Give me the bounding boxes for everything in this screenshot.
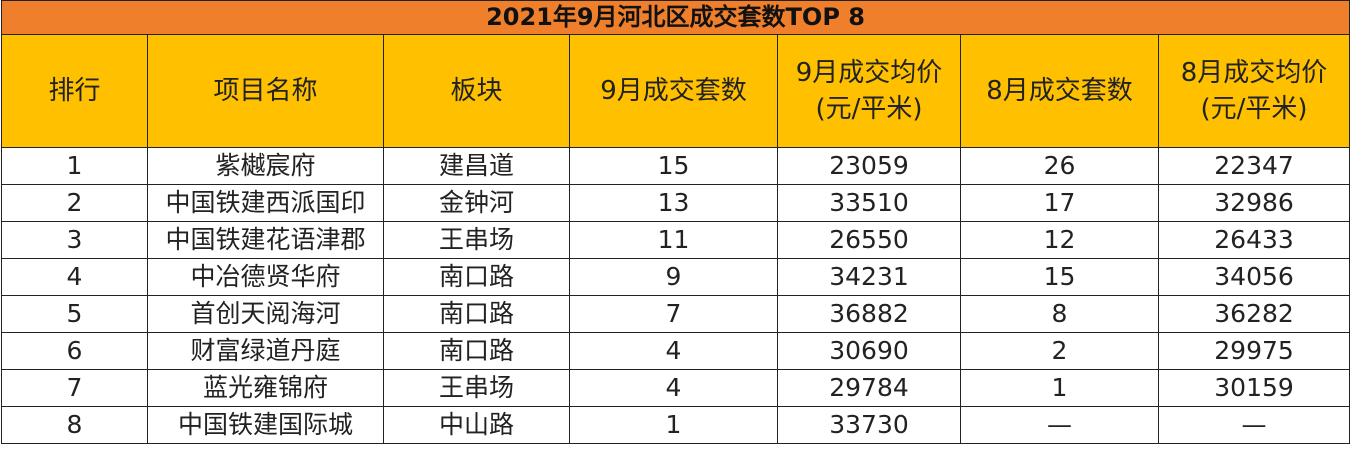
cell-aug-units: 15	[960, 258, 1159, 296]
cell-rank: 6	[1, 332, 148, 370]
cell-project: 中国铁建国际城	[147, 406, 384, 444]
table-row: 3 中国铁建花语津郡 王串场 11 26550 12 26433	[1, 221, 1350, 259]
cell-sep-units: 4	[569, 369, 778, 407]
table-body: 1 紫樾宸府 建昌道 15 23059 26 22347 2 中国铁建西派国印 …	[1, 147, 1350, 444]
cell-aug-price: 22347	[1157, 147, 1350, 185]
cell-sep-price: 33510	[777, 184, 961, 222]
title-row: 2021年9月河北区成交套数TOP 8	[0, 0, 1350, 35]
cell-aug-price: 32986	[1157, 184, 1350, 222]
cell-project: 首创天阅海河	[147, 295, 384, 333]
header-row: 排行 项目名称 板块 9月成交套数 9月成交均价 (元/平米) 8月成交套数 8…	[1, 34, 1350, 148]
table-title: 2021年9月河北区成交套数TOP 8	[0, 0, 1350, 35]
cell-project: 蓝光雍锦府	[147, 369, 384, 407]
header-sep-price: 9月成交均价 (元/平米)	[777, 34, 961, 148]
ranking-table: 2021年9月河北区成交套数TOP 8 排行 项目名称 板块 9月成交套数 9月…	[0, 0, 1350, 444]
cell-block: 南口路	[383, 258, 570, 296]
cell-aug-units: 1	[960, 369, 1159, 407]
header-aug-price: 8月成交均价 (元/平米)	[1157, 34, 1350, 148]
cell-project: 中国铁建花语津郡	[147, 221, 384, 259]
cell-aug-price: 26433	[1157, 221, 1350, 259]
table-row: 4 中冶德贤华府 南口路 9 34231 15 34056	[1, 258, 1350, 296]
cell-block: 王串场	[383, 369, 570, 407]
cell-block: 王串场	[383, 221, 570, 259]
cell-sep-units: 4	[569, 332, 778, 370]
header-sep-price-line2: (元/平米)	[815, 94, 923, 124]
table-row: 5 首创天阅海河 南口路 7 36882 8 36282	[1, 295, 1350, 333]
cell-block: 中山路	[383, 406, 570, 444]
header-aug-price-line2: (元/平米)	[1200, 94, 1308, 124]
cell-aug-price: 30159	[1157, 369, 1350, 407]
table-row: 6 财富绿道丹庭 南口路 4 30690 2 29975	[1, 332, 1350, 370]
table-row: 7 蓝光雍锦府 王串场 4 29784 1 30159	[1, 369, 1350, 407]
header-sep-units: 9月成交套数	[569, 34, 778, 148]
cell-block: 南口路	[383, 332, 570, 370]
table-row: 8 中国铁建国际城 中山路 1 33730 — —	[1, 406, 1350, 444]
cell-project: 紫樾宸府	[147, 147, 384, 185]
cell-rank: 5	[1, 295, 148, 333]
table-row: 2 中国铁建西派国印 金钟河 13 33510 17 32986	[1, 184, 1350, 222]
cell-project: 中国铁建西派国印	[147, 184, 384, 222]
cell-sep-units: 9	[569, 258, 778, 296]
cell-aug-price: 29975	[1157, 332, 1350, 370]
header-block: 板块	[383, 34, 570, 148]
cell-aug-units: 26	[960, 147, 1159, 185]
cell-aug-price: 34056	[1157, 258, 1350, 296]
cell-rank: 4	[1, 258, 148, 296]
cell-rank: 1	[1, 147, 148, 185]
cell-project: 中冶德贤华府	[147, 258, 384, 296]
cell-sep-units: 13	[569, 184, 778, 222]
cell-sep-units: 7	[569, 295, 778, 333]
cell-aug-price: 36282	[1157, 295, 1350, 333]
cell-sep-units: 11	[569, 221, 778, 259]
header-sep-price-line1: 9月成交均价	[795, 58, 943, 88]
cell-sep-price: 23059	[777, 147, 961, 185]
header-project: 项目名称	[147, 34, 384, 148]
cell-block: 金钟河	[383, 184, 570, 222]
cell-sep-price: 29784	[777, 369, 961, 407]
cell-sep-price: 34231	[777, 258, 961, 296]
header-aug-price-line1: 8月成交均价	[1180, 58, 1328, 88]
cell-block: 建昌道	[383, 147, 570, 185]
cell-rank: 8	[1, 406, 148, 444]
cell-rank: 3	[1, 221, 148, 259]
cell-sep-units: 1	[569, 406, 778, 444]
header-aug-units: 8月成交套数	[960, 34, 1159, 148]
cell-aug-units: 12	[960, 221, 1159, 259]
cell-aug-units: 8	[960, 295, 1159, 333]
cell-project: 财富绿道丹庭	[147, 332, 384, 370]
cell-sep-units: 15	[569, 147, 778, 185]
cell-sep-price: 26550	[777, 221, 961, 259]
cell-rank: 2	[1, 184, 148, 222]
cell-aug-units: 17	[960, 184, 1159, 222]
header-rank: 排行	[1, 34, 148, 148]
cell-sep-price: 33730	[777, 406, 961, 444]
cell-sep-price: 30690	[777, 332, 961, 370]
cell-aug-units: 2	[960, 332, 1159, 370]
table-row: 1 紫樾宸府 建昌道 15 23059 26 22347	[1, 147, 1350, 185]
cell-rank: 7	[1, 369, 148, 407]
cell-aug-price: —	[1157, 406, 1350, 444]
cell-block: 南口路	[383, 295, 570, 333]
cell-sep-price: 36882	[777, 295, 961, 333]
cell-aug-units: —	[960, 406, 1159, 444]
